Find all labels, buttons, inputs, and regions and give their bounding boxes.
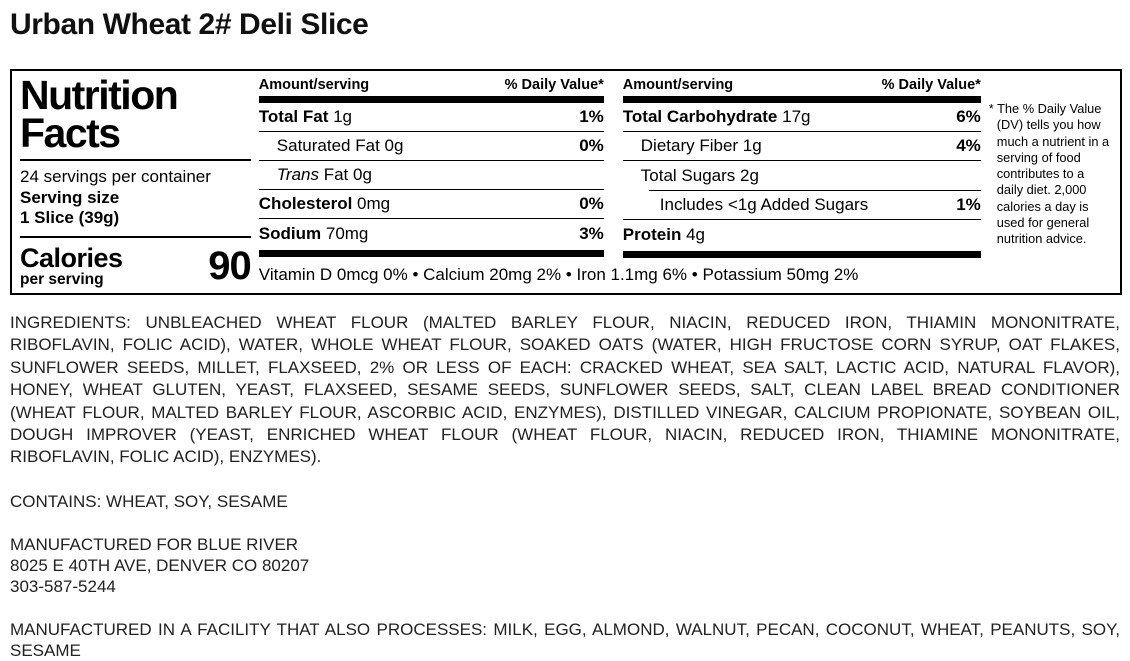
indented-divider: [648, 190, 981, 191]
daily-value: 0%: [579, 136, 604, 155]
thick-divider: [622, 250, 981, 258]
nutrition-facts-heading-line1: Nutrition: [20, 72, 179, 118]
serving-size-label: Serving size: [20, 187, 120, 207]
nutrient-column-carb-protein: Amount/serving % Daily Value* Total Carb…: [622, 77, 981, 258]
daily-value: 4%: [956, 136, 981, 155]
column-header: Amount/serving % Daily Value*: [259, 77, 604, 96]
nutrient-row-total-sugars: Total Sugars 2g: [640, 165, 759, 185]
divider: [20, 159, 251, 162]
amount-serving-header: Amount/serving: [622, 77, 734, 93]
calories-label-group: Calories per serving: [20, 243, 123, 288]
manufacturer-name-line: MANUFACTURED FOR BLUE RIVER: [10, 534, 299, 554]
daily-value: 3%: [579, 224, 604, 244]
servings-per-container: 24 servings per container: [20, 167, 211, 187]
nutrient-row-total-fat: Total Fat 1g 1%: [258, 103, 604, 132]
micronutrients-line: Vitamin D 0mcg 0% • Calcium 20mg 2% • Ir…: [258, 264, 859, 284]
calories-value: 90: [208, 244, 251, 289]
daily-value: 1%: [956, 195, 981, 214]
nutrient-row-cholesterol: Cholesterol 0mg 0%: [258, 190, 604, 219]
nutrient-row-saturated-fat: Saturated Fat 0g 0%: [258, 132, 604, 161]
serving-size-value: 1 Slice (39g): [20, 208, 120, 228]
daily-value: 0%: [579, 194, 604, 213]
column-header: Amount/serving % Daily Value*: [623, 77, 981, 96]
nutrient-row-trans-fat: Trans Fat 0g: [258, 161, 604, 190]
daily-value-header: % Daily Value*: [881, 77, 981, 93]
amount-serving-header: Amount/serving: [258, 77, 370, 93]
nutrition-facts-identity-column: Nutrition Facts 24 servings per containe…: [20, 72, 259, 289]
contains-statement: CONTAINS: WHEAT, SOY, SESAME: [10, 491, 288, 511]
daily-value-footnote-text: * The % Daily Value (DV) tells you how m…: [988, 101, 1110, 246]
daily-value: 1%: [579, 107, 604, 126]
calories-sublabel: per serving: [20, 270, 104, 288]
nutrient-row-sodium: Sodium 70mg 3%: [258, 224, 604, 244]
calories-label: Calories: [20, 243, 123, 274]
nutrition-facts-heading-line2: Facts: [20, 109, 121, 156]
manufacturer-block: MANUFACTURED FOR BLUE RIVER 8025 E 40TH …: [10, 534, 1120, 597]
nutrient-row-protein: Protein 4g: [622, 225, 705, 245]
thick-divider: [258, 249, 604, 257]
nutrient-columns: Amount/serving % Daily Value* Total Fat …: [258, 77, 981, 288]
nutrient-row-added-sugars: Includes <1g Added Sugars 1%: [622, 191, 981, 220]
nutrient-row-dietary-fiber: Dietary Fiber 1g 4%: [622, 132, 981, 161]
ingredients-paragraph: INGREDIENTS: UNBLEACHED WHEAT FLOUR (MAL…: [10, 313, 1120, 467]
product-title: Urban Wheat 2# Deli Slice: [10, 8, 369, 41]
nutrition-facts-heading: Nutrition Facts: [20, 72, 251, 156]
manufacturer-phone-line: 303-587-5244: [10, 576, 116, 596]
daily-value: 6%: [956, 107, 981, 126]
calories-row: Calories per serving 90: [20, 243, 252, 289]
thick-divider: [258, 96, 604, 103]
nutrient-column-fat-sodium: Amount/serving % Daily Value* Total Fat …: [258, 77, 604, 258]
nutrition-facts-panel: Nutrition Facts 24 servings per containe…: [10, 69, 1122, 295]
daily-value-header: % Daily Value*: [504, 77, 604, 93]
manufacturer-address-line: 8025 E 40TH AVE, DENVER CO 80207: [10, 555, 310, 575]
divider: [20, 236, 251, 239]
daily-value-footnote: * The % Daily Value (DV) tells you how m…: [981, 77, 1112, 288]
nutrient-row-total-carbohydrate: Total Carbohydrate 17g 6%: [622, 103, 981, 132]
thick-divider: [622, 96, 981, 103]
